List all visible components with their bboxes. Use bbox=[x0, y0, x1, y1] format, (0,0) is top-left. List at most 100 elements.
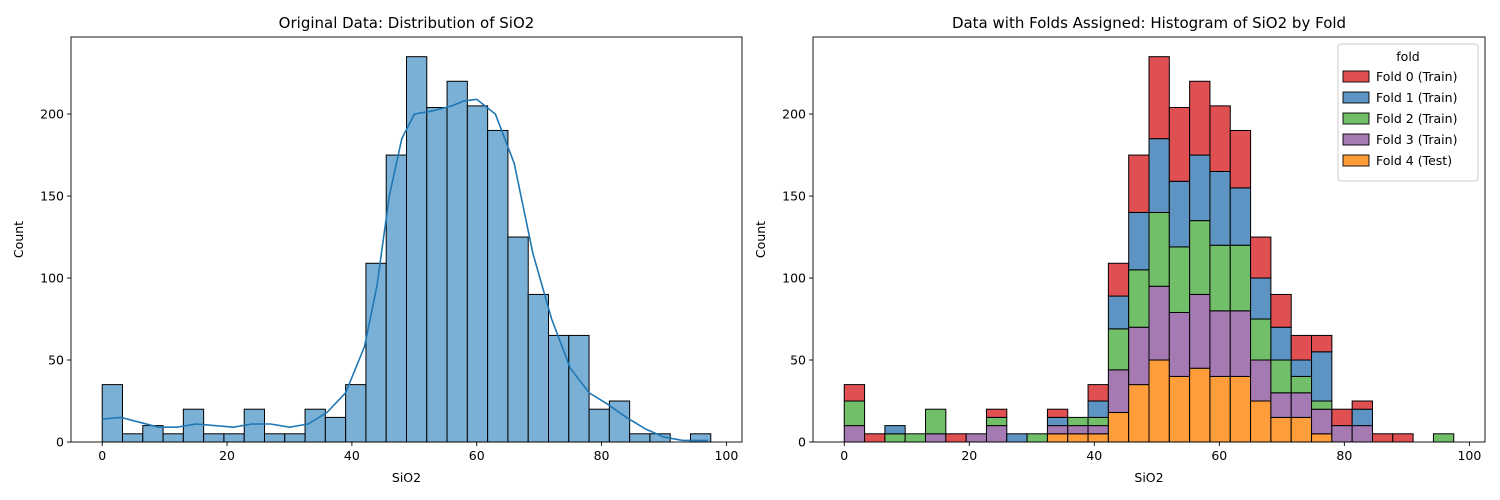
stacked-bar-segment bbox=[1270, 326, 1292, 361]
stacked-bar-segment bbox=[1432, 433, 1455, 443]
histogram-bar bbox=[345, 384, 367, 443]
stacked-bar-segment bbox=[1311, 334, 1333, 353]
stacked-bar-segment bbox=[1311, 433, 1333, 443]
stacked-bar-segment bbox=[1311, 408, 1333, 435]
histogram-bar bbox=[284, 433, 306, 443]
right-stacked-histogram-panel: 0 20 40 60 80 100 0 50 100 150 200 Data with Folds … bbox=[753, 14, 1486, 485]
y-tick-label: 0 bbox=[56, 435, 64, 450]
stacked-bar-segment bbox=[1046, 416, 1069, 427]
axes-frame bbox=[812, 36, 1486, 443]
stacked-bar-segment bbox=[1351, 425, 1373, 443]
stacked-bar-segment bbox=[1107, 411, 1130, 443]
stacked-bar-segment bbox=[1270, 416, 1292, 443]
stacked-bar-segment bbox=[1270, 293, 1292, 328]
stacked-bar-segment bbox=[1067, 425, 1089, 435]
stacked-bar-segment bbox=[1209, 310, 1231, 377]
stacked-bar-segment bbox=[985, 408, 1008, 418]
stacked-bar-segment bbox=[1290, 359, 1313, 377]
stacked-bar-segment bbox=[1148, 359, 1170, 443]
kde-line bbox=[102, 98, 708, 442]
histogram-bar bbox=[324, 416, 347, 443]
histogram-bar bbox=[588, 408, 610, 443]
histogram-bar bbox=[263, 433, 286, 443]
stacked-bar-segment bbox=[1046, 425, 1069, 435]
stacked-bar-segment bbox=[1250, 236, 1272, 279]
legend-entry: Fold 4 (Test) bbox=[1376, 153, 1452, 168]
x-tick-label: 100 bbox=[1457, 448, 1481, 463]
stacked-bar-segment bbox=[884, 433, 906, 443]
y-tick-label: 150 bbox=[782, 189, 806, 204]
stacked-bar-segment bbox=[1128, 211, 1150, 271]
stacked-bar-segment bbox=[1168, 107, 1191, 182]
stacked-bar-segment bbox=[1189, 293, 1211, 369]
y-tick-label: 50 bbox=[790, 353, 806, 368]
stacked-bar-segment bbox=[985, 425, 1008, 443]
x-tick-label: 0 bbox=[98, 448, 106, 463]
y-tick-label: 0 bbox=[798, 435, 806, 450]
histogram-bar bbox=[223, 433, 245, 443]
stacked-bar-segment bbox=[1250, 277, 1272, 320]
histogram-bar bbox=[121, 433, 144, 443]
legend-entry: Fold 3 (Train) bbox=[1376, 132, 1457, 147]
stacked-bar-segment bbox=[1087, 425, 1109, 435]
stacked-bar-segment bbox=[864, 433, 886, 443]
histogram-bar bbox=[548, 334, 570, 443]
stacked-bar-segment bbox=[1209, 375, 1231, 443]
histogram-bar bbox=[142, 425, 164, 443]
x-tick-label: 40 bbox=[344, 448, 360, 463]
stacked-bar-segment bbox=[1371, 433, 1394, 443]
legend-swatch bbox=[1342, 91, 1370, 104]
x-tick-label: 60 bbox=[469, 448, 485, 463]
stacked-bar-segment bbox=[1189, 154, 1211, 222]
x-axis-label: SiO2 bbox=[392, 470, 421, 485]
histogram-bar bbox=[162, 433, 184, 443]
stacked-bar-segment bbox=[843, 400, 866, 427]
stacked-bar-segment bbox=[1270, 359, 1292, 394]
stacked-bar-segment bbox=[1209, 105, 1231, 172]
legend-title: fold bbox=[1396, 49, 1419, 64]
x-axis-label: SiO2 bbox=[1134, 470, 1163, 485]
stacked-bar-segment bbox=[1270, 392, 1292, 418]
histogram-bar bbox=[466, 105, 489, 443]
stacked-bar-segment bbox=[1229, 129, 1252, 189]
stacked-bar-segment bbox=[965, 433, 987, 443]
stacked-bar-segment bbox=[985, 416, 1008, 427]
stacked-bar-segment bbox=[1168, 375, 1191, 443]
stacked-bar-segment bbox=[925, 433, 947, 443]
stacked-bar-segment bbox=[1250, 400, 1272, 443]
stacked-bar-segment bbox=[1046, 433, 1069, 443]
x-tick-label: 80 bbox=[1336, 448, 1352, 463]
x-tick-label: 0 bbox=[840, 448, 848, 463]
stacked-bar-segment bbox=[1331, 425, 1353, 443]
histogram-bar bbox=[304, 408, 326, 443]
legend-box bbox=[1337, 43, 1479, 182]
stacked-bar-segment bbox=[1168, 180, 1191, 248]
stacked-bar-segment bbox=[1331, 408, 1353, 427]
stacked-bar-segment bbox=[1026, 433, 1048, 443]
stacked-bar-segment bbox=[1209, 244, 1231, 312]
stacked-bar-segment bbox=[1067, 433, 1089, 443]
stacked-bar-segment bbox=[1148, 285, 1170, 361]
y-tick-label: 200 bbox=[40, 107, 64, 122]
stacked-bar-segment bbox=[1311, 400, 1333, 410]
histogram-bar bbox=[101, 384, 123, 443]
stacked-bar-segment bbox=[1290, 375, 1313, 394]
stacked-bar-segment bbox=[1128, 154, 1150, 213]
stacked-bar-segment bbox=[884, 425, 906, 435]
stacked-bar-segment bbox=[1107, 369, 1130, 413]
histogram-bar bbox=[507, 236, 529, 443]
stacked-bar-segment bbox=[1067, 416, 1089, 427]
stacked-bar-segment bbox=[1107, 262, 1130, 297]
stacked-bar-segment bbox=[1128, 326, 1150, 386]
stacked-bar-segment bbox=[1046, 408, 1069, 418]
stacked-bar-segment bbox=[1229, 244, 1252, 312]
x-tick-label: 40 bbox=[1086, 448, 1102, 463]
y-axis-label: Count bbox=[753, 221, 768, 258]
stacked-bar-segment bbox=[1168, 311, 1191, 377]
y-tick-label: 100 bbox=[40, 271, 64, 286]
histogram-bar bbox=[487, 129, 509, 443]
stacked-bar-segment bbox=[1311, 351, 1333, 402]
y-axis-label: Count bbox=[11, 221, 26, 258]
stacked-bar-segment bbox=[1107, 295, 1130, 330]
left-histogram-panel: 0 20 40 60 80 100 0 50 100 150 200 Original Data: D… bbox=[11, 14, 743, 485]
